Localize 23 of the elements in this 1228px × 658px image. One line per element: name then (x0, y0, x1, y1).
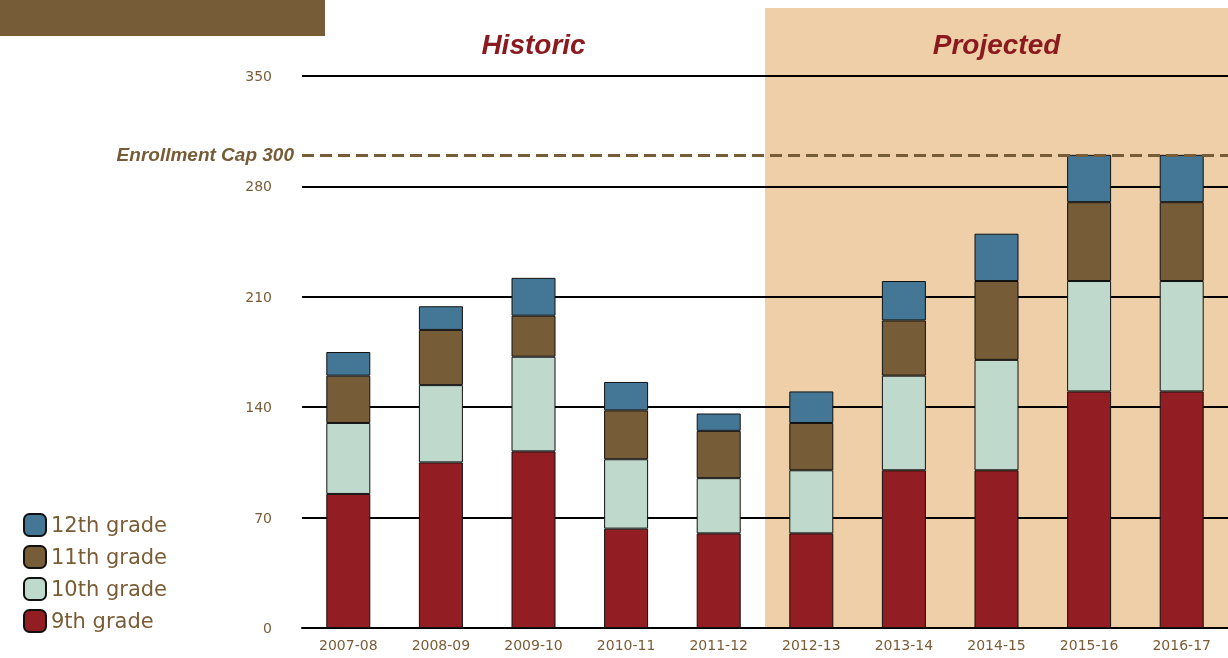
legend-label: 10th grade (51, 577, 168, 601)
x-tick-label: 2011-12 (689, 637, 748, 653)
legend-label: 11th grade (51, 545, 168, 569)
x-tick-label: 2012-13 (782, 637, 841, 653)
legend-label: 12th grade (51, 513, 168, 537)
x-tick-label: 2016-17 (1152, 637, 1211, 653)
x-tick-label: 2013-14 (874, 637, 934, 653)
x-tick-label: 2009-10 (504, 637, 563, 653)
y-tick-label: 210 (245, 288, 272, 305)
y-tick-label: 280 (245, 178, 272, 195)
ref-line-label: Enrollment Cap 300 (116, 144, 295, 166)
x-tick-label: 2008-09 (411, 637, 471, 653)
legend-label: 9th grade (51, 609, 154, 633)
y-tick-label: 0 (263, 620, 272, 636)
x-tick-label: 2010-11 (596, 637, 656, 653)
x-tick-label: 2014-15 (967, 637, 1026, 653)
y-tick-label: 350 (245, 68, 272, 84)
band-label: Projected (932, 28, 1062, 60)
x-tick-label: 2015-16 (1059, 637, 1119, 653)
y-tick-label: 70 (254, 509, 272, 526)
y-tick-label: 140 (245, 399, 272, 416)
text: Historic (481, 28, 587, 60)
x-tick-label: 2007-08 (319, 637, 378, 653)
